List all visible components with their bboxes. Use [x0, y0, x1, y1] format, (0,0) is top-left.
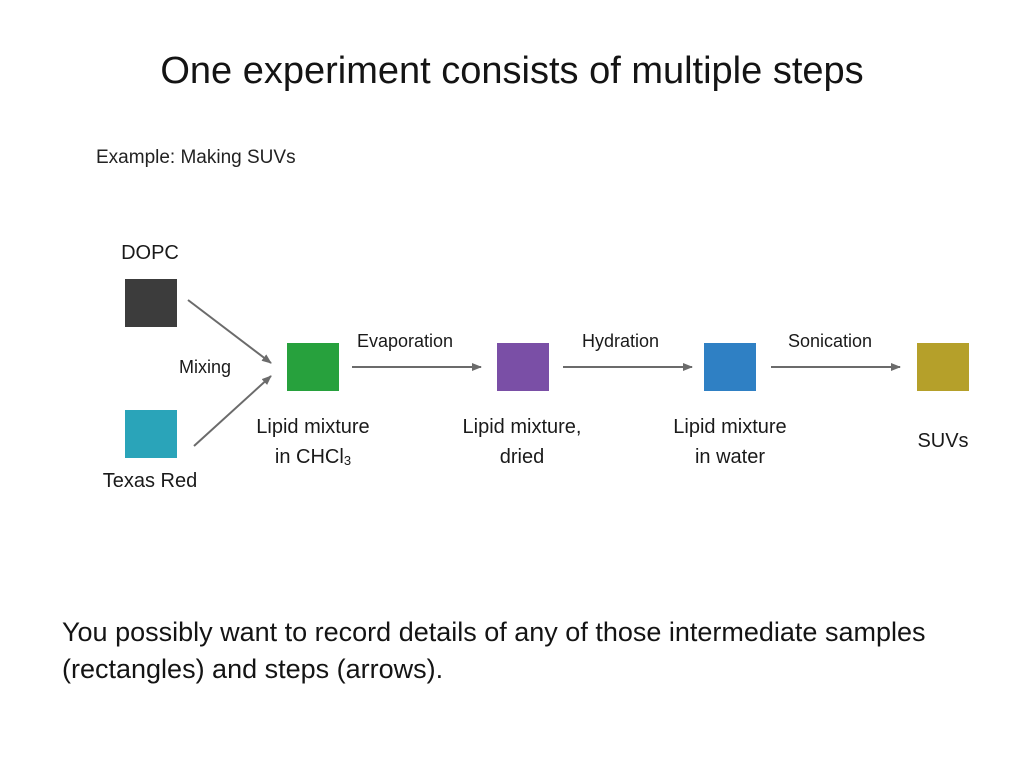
suvs-label: SUVs [917, 430, 969, 452]
lipid-mixture-water-line2: in water [694, 446, 766, 468]
lipid-mixture-water-sample [704, 343, 756, 391]
suvs-sample [917, 343, 969, 391]
mixing-step-label: Mixing [179, 357, 232, 377]
lipid-mixture-water-line1: Lipid mixture [673, 416, 787, 438]
lipid-mixture-chcl3-sample [287, 343, 339, 391]
mixing-arrow-dopc [187, 299, 272, 364]
lipid-mixture-chcl3-line2: in CHCl3 [274, 446, 352, 468]
slide-footnote: You possibly want to record details of a… [62, 617, 926, 684]
dopc-sample [125, 279, 177, 327]
sonication-step-label: Sonication [788, 331, 873, 351]
lipid-mixture-water-label: Lipid mixture in water [650, 412, 810, 472]
slide-subtitle: Example: Making SUVs [96, 147, 296, 168]
dopc-label: DOPC [121, 242, 179, 264]
hydration-step-label: Hydration [582, 331, 660, 351]
lipid-mixture-dried-sample [497, 343, 549, 391]
lipid-mixture-chcl3-label: Lipid mixture in CHCl3 [233, 412, 393, 476]
lipid-mixture-dried-line2: dried [499, 446, 545, 468]
slide-title: One experiment consists of multiple step… [160, 50, 864, 92]
mixing-arrow-texas-red [193, 375, 272, 447]
evaporation-step-label: Evaporation [357, 331, 454, 351]
lipid-mixture-chcl3-line1: Lipid mixture [256, 416, 370, 438]
texas-red-sample [125, 410, 177, 458]
texas-red-label: Texas Red [102, 470, 198, 492]
lipid-mixture-dried-label: Lipid mixture, dried [442, 412, 602, 472]
lipid-mixture-dried-line1: Lipid mixture, [462, 416, 582, 438]
